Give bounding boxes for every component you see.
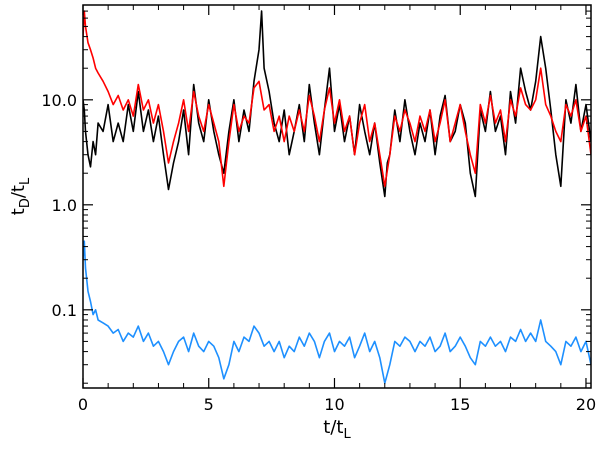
y-tick-label: 1.0 — [52, 196, 77, 215]
y-tick-label: 10.0 — [41, 91, 77, 110]
tick-layer — [82, 4, 591, 388]
series-line-1 — [83, 10, 591, 198]
x-tick-label: 20 — [576, 395, 596, 414]
series-line-3 — [83, 240, 591, 385]
series-line-2 — [83, 10, 591, 188]
x-tick-label: 0 — [78, 395, 88, 414]
x-tick-label: 10 — [324, 395, 344, 414]
x-tick-label: 15 — [450, 395, 470, 414]
series-layer — [83, 10, 591, 385]
plot-frame — [82, 4, 592, 389]
x-axis-label: t/tL — [323, 417, 351, 442]
label-layer: 0 5 10 15 20 0.1 1.0 10.0 t/tL tD/tL — [8, 91, 596, 442]
x-tick-label: 5 — [204, 395, 214, 414]
y-tick-label: 0.1 — [52, 301, 77, 320]
y-axis-label: tD/tL — [8, 177, 33, 215]
